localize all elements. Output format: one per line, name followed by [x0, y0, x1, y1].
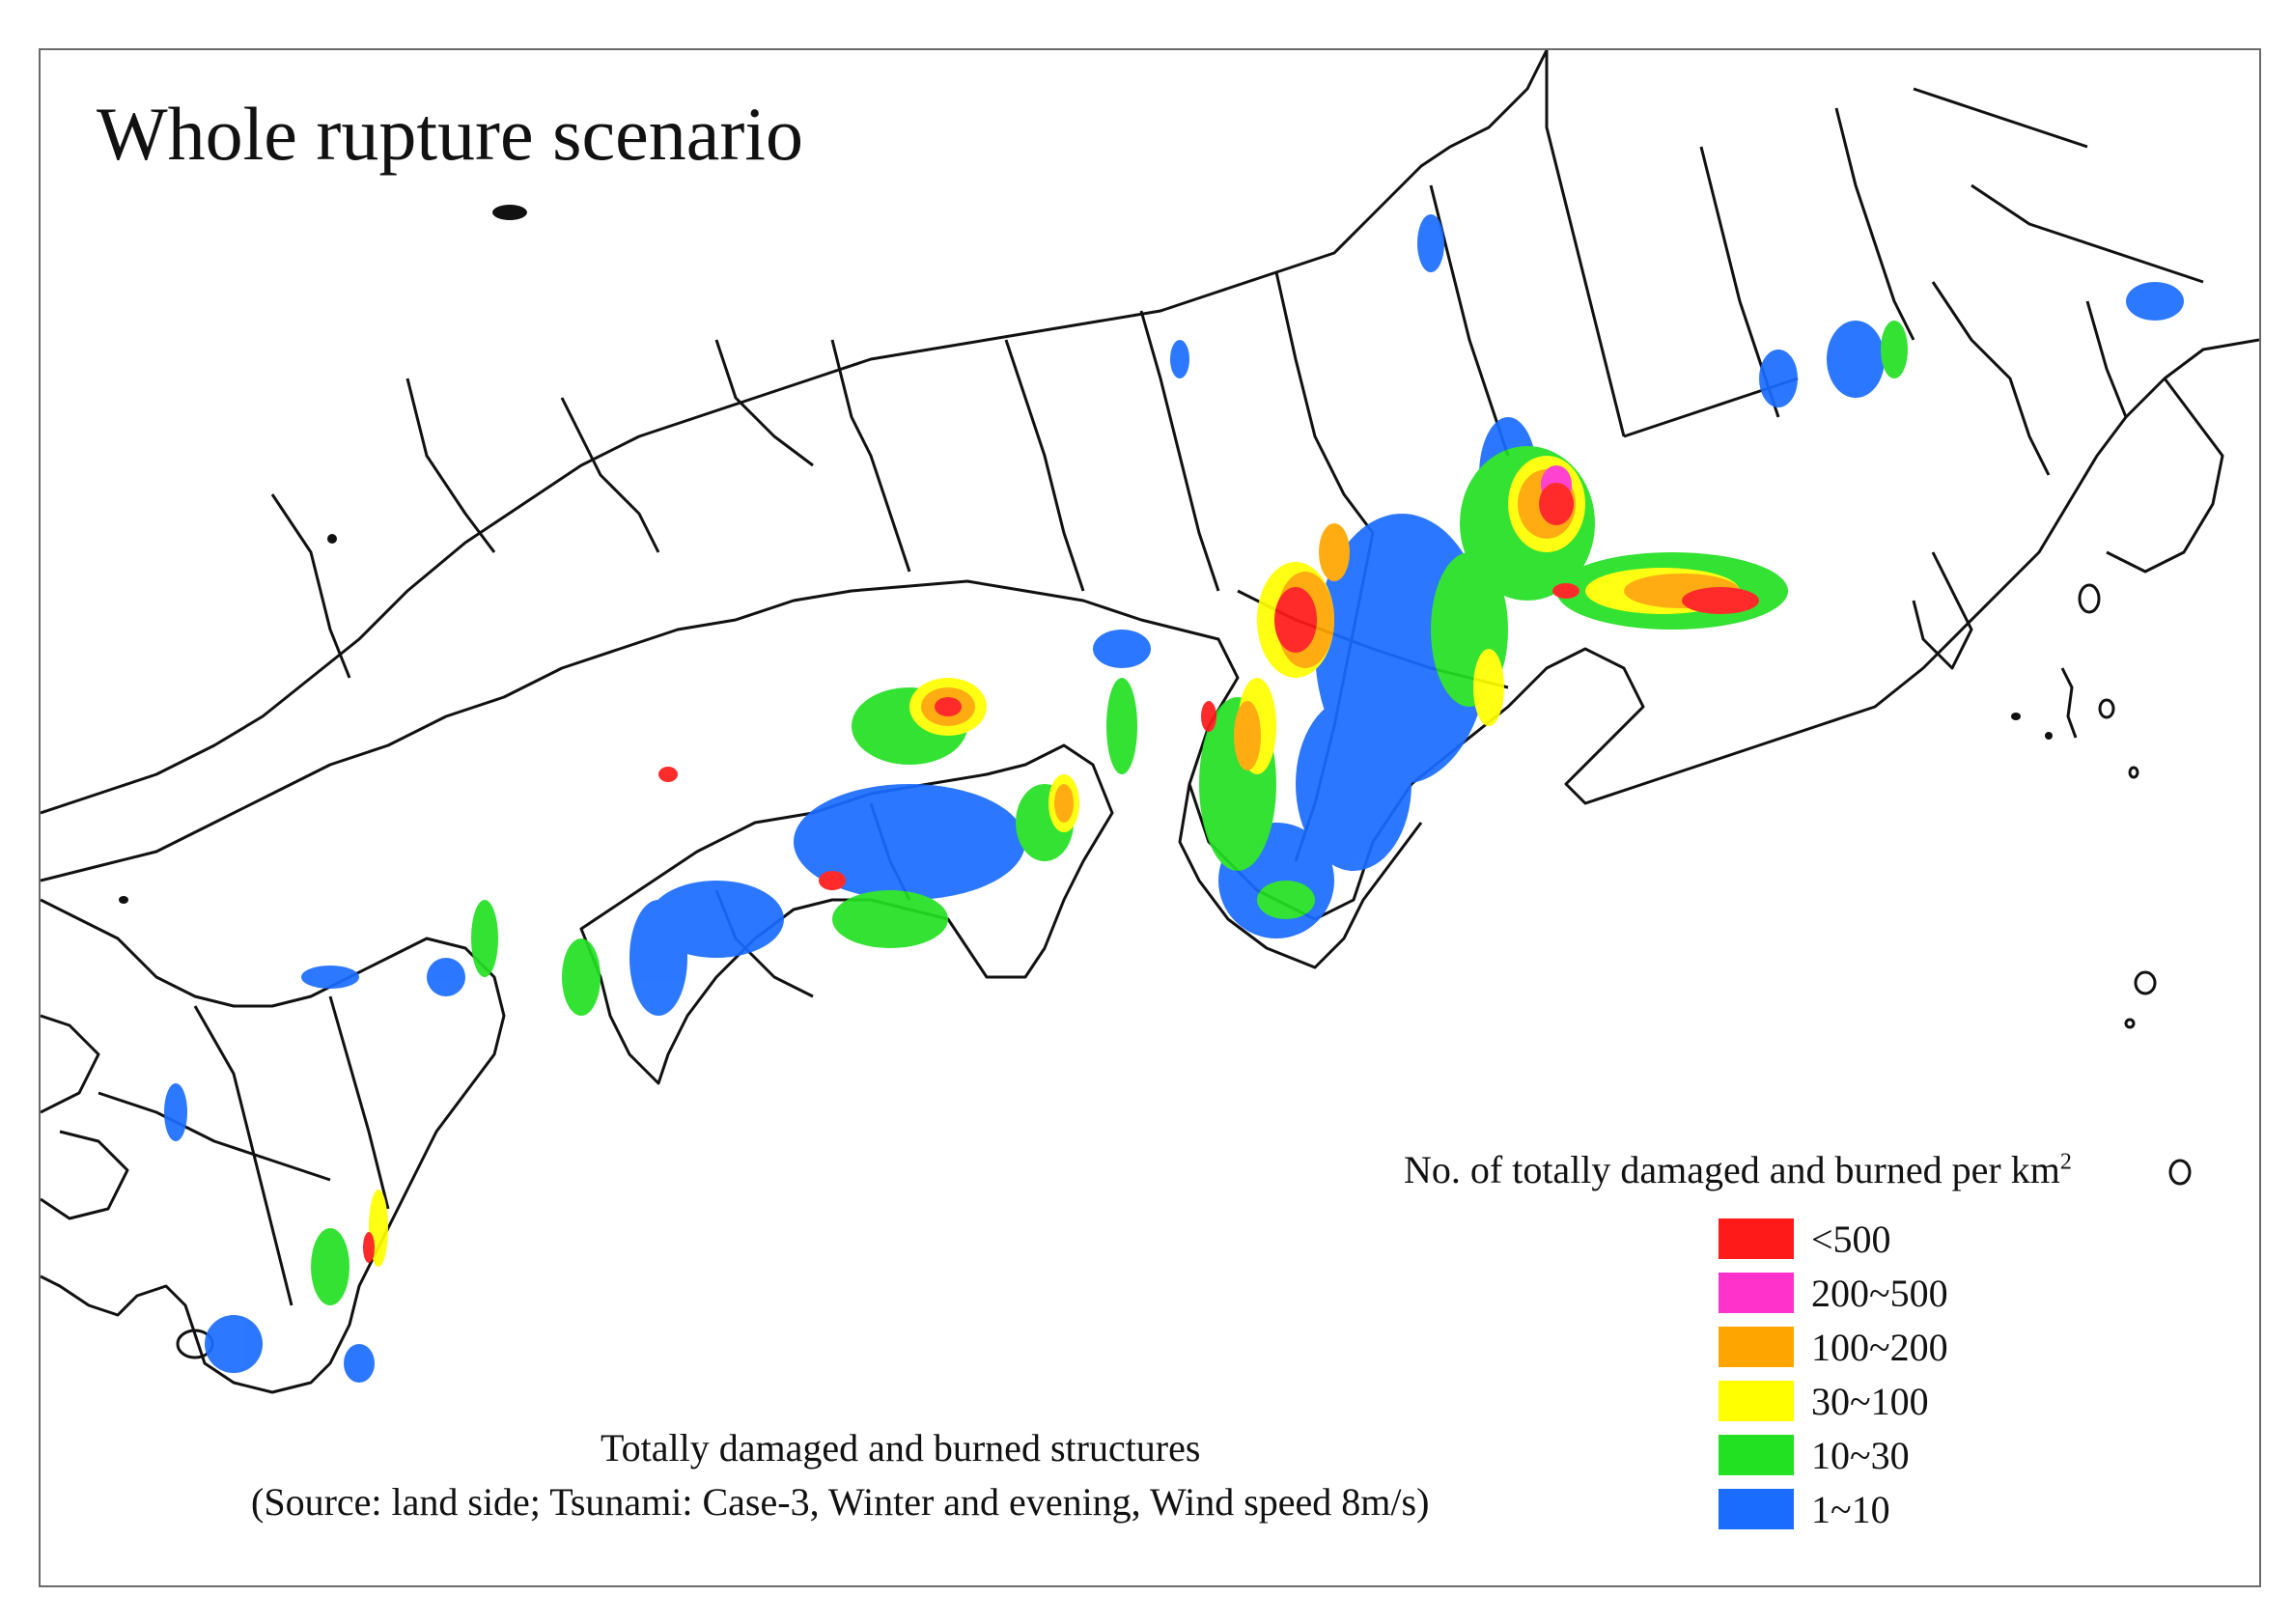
map-frame: Whole rupture scenario No. of totally da…	[39, 48, 2261, 1587]
damage-map	[41, 50, 2259, 1394]
island	[2045, 732, 2053, 740]
island	[327, 534, 337, 544]
islands-filled	[119, 205, 2053, 904]
legend-title-superscript: 2	[2059, 1149, 2072, 1175]
island	[2078, 583, 2101, 614]
legend-swatch	[1719, 1489, 1794, 1529]
island	[492, 205, 527, 220]
prefecture-line	[1429, 184, 1510, 457]
legend-label: 30~100	[1811, 1380, 1929, 1423]
caption-line-2: (Source: land side; Tsunami: Case-3, Win…	[251, 1480, 1430, 1524]
caption-line-1: Totally damaged and burned structures	[601, 1426, 1201, 1470]
prefecture-line	[560, 397, 660, 553]
prefecture-line	[1971, 183, 2204, 284]
legend-label: 100~200	[1811, 1326, 1948, 1369]
island	[2124, 1018, 2136, 1029]
kyushu-west-coast	[41, 1014, 100, 1114]
legend-swatch	[1719, 1273, 1794, 1313]
legend-title-text: No. of totally damaged and burned per km	[1404, 1148, 2060, 1191]
prefecture-line	[1931, 281, 2051, 476]
legend-label: <500	[1811, 1218, 1891, 1261]
damage-zone-1-10	[164, 214, 2184, 1383]
legend-title: No. of totally damaged and burned per km…	[1404, 1147, 2072, 1192]
prefecture-line	[270, 493, 351, 679]
prefecture-line	[405, 378, 496, 553]
island	[2098, 698, 2115, 719]
prefecture-line	[328, 995, 390, 1210]
prefecture-line	[1274, 271, 1375, 534]
prefecture-line	[98, 1091, 331, 1182]
legend-swatch	[1719, 1381, 1794, 1421]
prefecture-line	[1913, 87, 2088, 149]
honshu-north-coastline	[41, 50, 1549, 815]
prefecture-line	[1545, 50, 1626, 437]
legend-swatch	[1719, 1327, 1794, 1367]
island	[2134, 970, 2157, 995]
island	[2011, 713, 2021, 720]
prefecture-line	[830, 339, 911, 573]
prefecture-line	[1139, 310, 1220, 592]
legend-label: 10~30	[1811, 1434, 1910, 1477]
island-chain	[2060, 667, 2078, 739]
damage-zones	[164, 214, 2184, 1383]
islands	[2060, 583, 2192, 1186]
kyushu-coastline	[41, 898, 506, 1394]
legend-label: 1~10	[1811, 1488, 1890, 1531]
honshu-inland-sea-coastline	[41, 338, 2259, 921]
damage-zone-500-plus	[363, 483, 1759, 1263]
boso-peninsula-coastline	[2106, 378, 2224, 574]
kii-peninsula-coastline	[1178, 783, 1423, 969]
map-title: Whole rupture scenario	[97, 92, 804, 176]
kyushu-west-coast	[41, 1130, 129, 1220]
prefecture-line	[193, 1005, 293, 1306]
prefecture-line	[2085, 300, 2128, 418]
izu-peninsula-coastline	[1912, 551, 1973, 670]
island	[2128, 766, 2139, 779]
legend-label: 200~500	[1811, 1272, 1948, 1315]
prefecture-line	[1004, 339, 1085, 592]
legend-swatch	[1719, 1435, 1794, 1475]
prefecture-line	[714, 339, 814, 467]
island	[119, 896, 128, 904]
prefecture-line	[1834, 107, 1915, 341]
island	[2168, 1159, 2192, 1186]
legend-swatch	[1719, 1218, 1794, 1259]
